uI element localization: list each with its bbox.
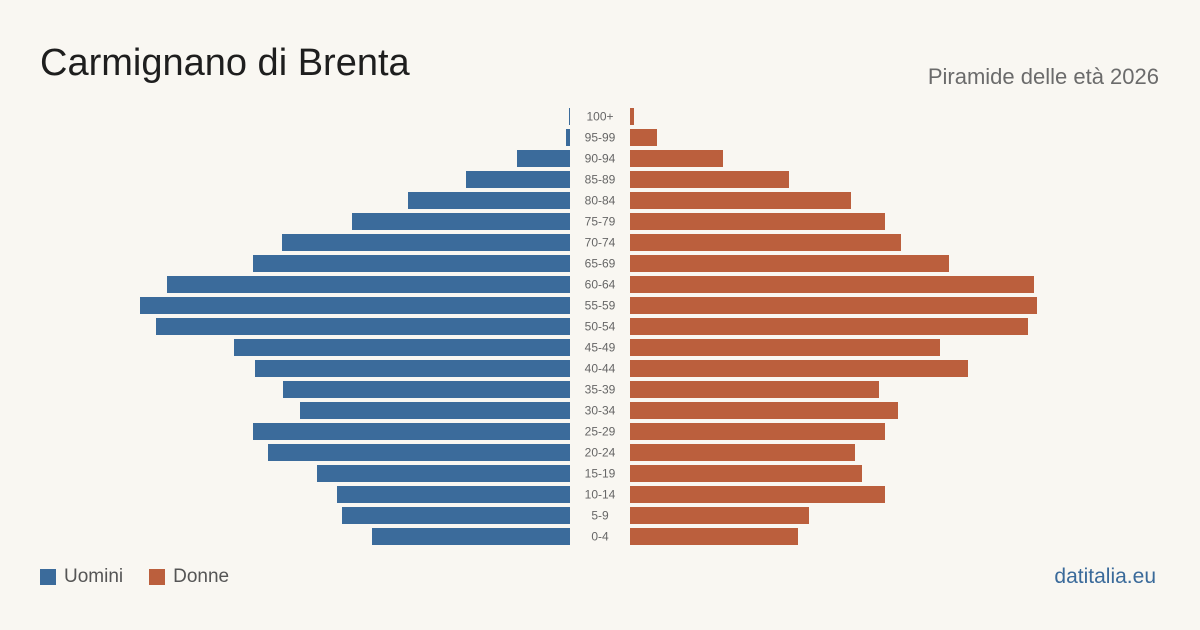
bar-female-30-34 <box>630 402 898 419</box>
bar-male-30-34 <box>300 402 570 419</box>
legend-item-male: Uomini <box>40 566 123 588</box>
age-label-10-14: 10-14 <box>585 488 616 502</box>
bar-female-90-94 <box>630 150 723 167</box>
legend-item-female: Donne <box>149 566 229 588</box>
bar-female-15-19 <box>630 465 862 482</box>
bar-female-80-84 <box>630 192 851 209</box>
chart-subtitle: Piramide delle età 2026 <box>927 64 1159 89</box>
age-label-80-84: 80-84 <box>585 194 616 208</box>
bar-female-95-99 <box>630 129 657 146</box>
age-label-60-64: 60-64 <box>585 278 616 292</box>
bar-female-65-69 <box>630 255 949 272</box>
legend-label-male: Uomini <box>64 566 124 587</box>
bar-female-100+ <box>630 108 634 125</box>
bar-female-45-49 <box>630 339 940 356</box>
bar-male-70-74 <box>282 234 570 251</box>
bar-female-10-14 <box>630 486 885 503</box>
age-label-85-89: 85-89 <box>585 173 616 187</box>
age-label-75-79: 75-79 <box>585 215 616 229</box>
age-label-65-69: 65-69 <box>585 257 616 271</box>
brand-link[interactable]: datitalia.eu <box>1054 565 1156 588</box>
age-label-100+: 100+ <box>586 110 613 124</box>
bar-male-90-94 <box>517 150 570 167</box>
bar-male-40-44 <box>255 360 570 377</box>
age-label-95-99: 95-99 <box>585 131 616 145</box>
bar-female-70-74 <box>630 234 901 251</box>
bar-male-0-4 <box>372 528 570 545</box>
bar-male-20-24 <box>268 444 570 461</box>
age-label-30-34: 30-34 <box>585 404 616 418</box>
age-label-25-29: 25-29 <box>585 425 616 439</box>
legend: Uomini Donne <box>40 566 229 588</box>
bar-female-50-54 <box>630 318 1028 335</box>
bar-male-55-59 <box>140 297 570 314</box>
age-label-15-19: 15-19 <box>585 467 616 481</box>
bar-male-65-69 <box>253 255 570 272</box>
bar-male-35-39 <box>283 381 570 398</box>
bar-female-35-39 <box>630 381 879 398</box>
age-label-35-39: 35-39 <box>585 383 616 397</box>
bar-female-85-89 <box>630 171 789 188</box>
bar-female-40-44 <box>630 360 968 377</box>
bar-male-25-29 <box>253 423 570 440</box>
age-label-70-74: 70-74 <box>585 236 616 250</box>
age-label-45-49: 45-49 <box>585 341 616 355</box>
age-label-5-9: 5-9 <box>591 509 609 523</box>
bar-male-100+ <box>569 108 570 125</box>
age-label-55-59: 55-59 <box>585 299 616 313</box>
bar-male-10-14 <box>337 486 570 503</box>
bar-female-25-29 <box>630 423 885 440</box>
age-label-90-94: 90-94 <box>585 152 616 166</box>
chart-title: Carmignano di Brenta <box>40 42 410 84</box>
age-label-40-44: 40-44 <box>585 362 616 376</box>
bar-female-0-4 <box>630 528 798 545</box>
age-label-20-24: 20-24 <box>585 446 616 460</box>
bar-female-60-64 <box>630 276 1034 293</box>
age-label-50-54: 50-54 <box>585 320 616 334</box>
bar-female-55-59 <box>630 297 1037 314</box>
age-label-0-4: 0-4 <box>591 530 609 544</box>
bar-male-95-99 <box>566 129 570 146</box>
bar-male-85-89 <box>466 171 570 188</box>
legend-swatch-male <box>40 569 56 585</box>
bar-male-80-84 <box>408 192 570 209</box>
bar-female-5-9 <box>630 507 809 524</box>
bar-male-45-49 <box>234 339 570 356</box>
legend-swatch-female <box>149 569 166 585</box>
bar-male-75-79 <box>352 213 570 230</box>
legend-label-female: Donne <box>173 566 230 587</box>
bar-male-50-54 <box>156 318 570 335</box>
bar-male-15-19 <box>317 465 570 482</box>
bar-male-60-64 <box>167 276 570 293</box>
bar-female-20-24 <box>630 444 855 461</box>
bar-female-75-79 <box>630 213 885 230</box>
bar-male-5-9 <box>342 507 570 524</box>
